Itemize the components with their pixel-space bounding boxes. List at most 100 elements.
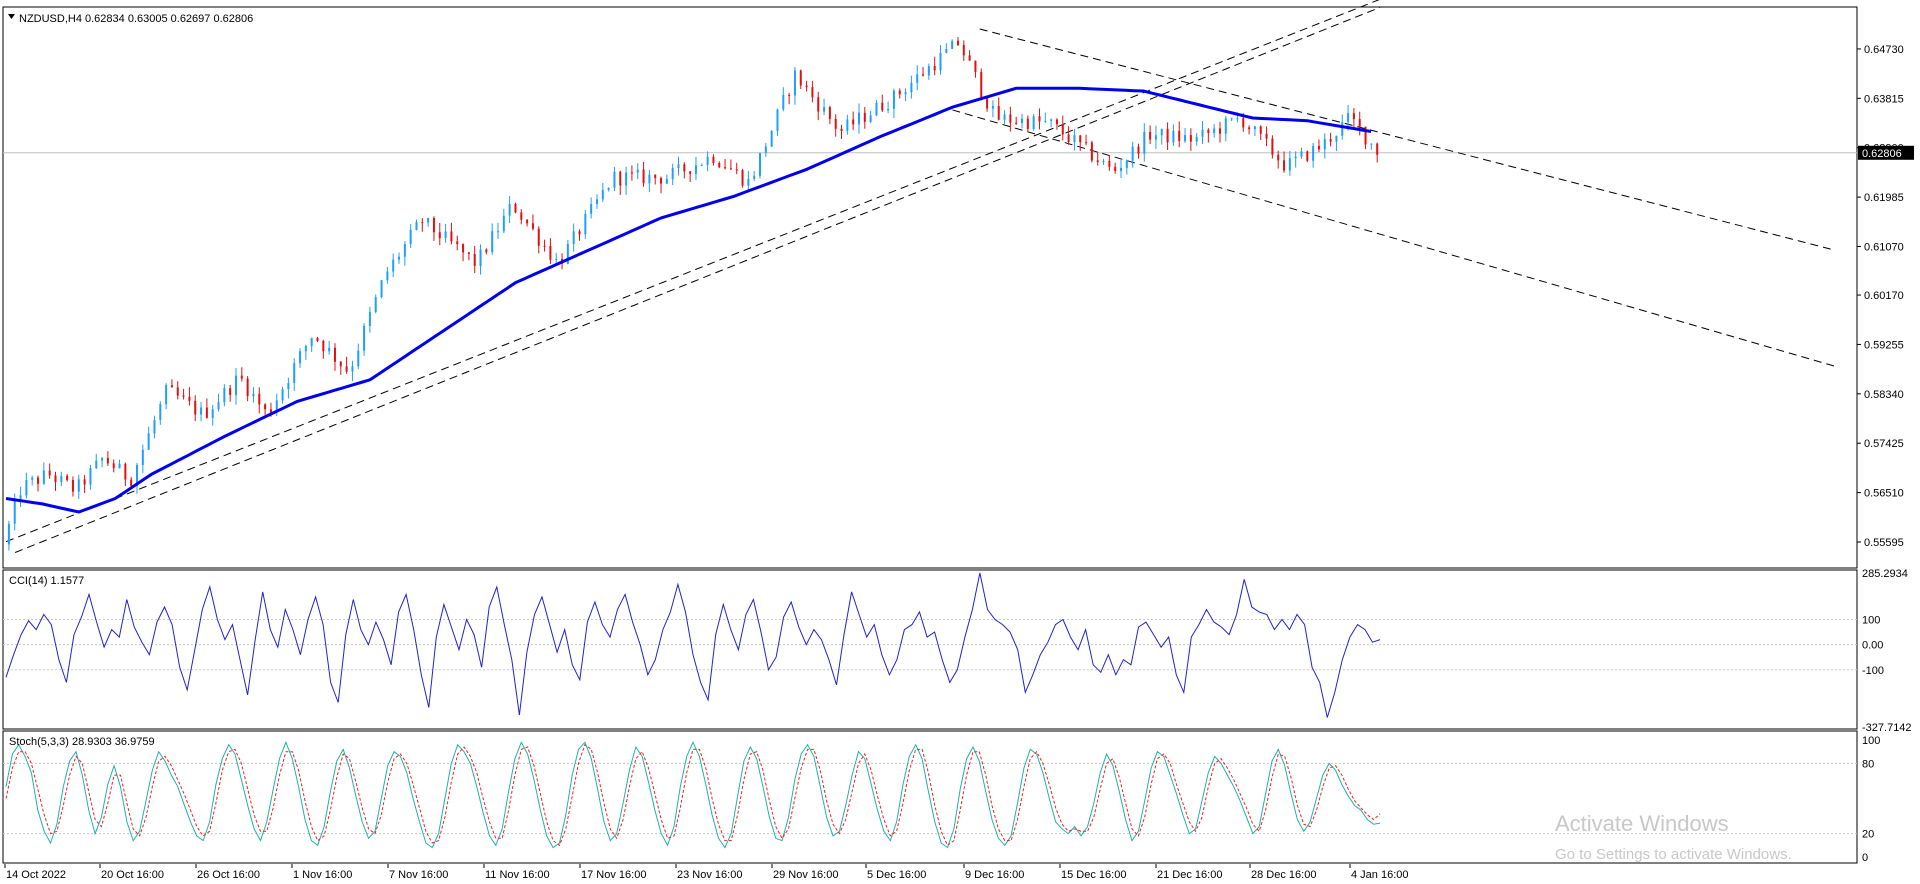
- candle-body: [887, 108, 890, 111]
- candle-body: [462, 244, 465, 253]
- candle-body: [363, 325, 366, 351]
- candle-body: [1283, 160, 1286, 171]
- candle-body: [275, 400, 278, 413]
- candle-body: [246, 378, 249, 397]
- candle-body: [1061, 124, 1064, 135]
- candle-body: [1026, 118, 1029, 129]
- candle-body: [357, 350, 360, 367]
- candle-body: [31, 477, 34, 480]
- candle-body: [1131, 146, 1134, 161]
- candle-body: [1352, 113, 1355, 120]
- candle-body: [1306, 151, 1309, 161]
- trendlines[interactable]: [5, 0, 1836, 553]
- symbol-info: NZDUSD,H4 0.62834 0.63005 0.62697 0.6280…: [19, 13, 253, 25]
- candle-body: [141, 449, 144, 466]
- candle-body: [625, 172, 628, 186]
- candle-body: [1154, 135, 1157, 140]
- candles: [7, 37, 1379, 551]
- candle-body: [1376, 143, 1379, 155]
- watermark-title: Activate Windows: [1555, 811, 1729, 836]
- candle-body: [1021, 118, 1024, 124]
- candle-body: [1003, 114, 1006, 120]
- candle-body: [590, 203, 593, 214]
- candle-body: [386, 271, 389, 281]
- candle-body: [1271, 138, 1274, 155]
- candle-body: [444, 231, 447, 239]
- candle-body: [648, 174, 651, 184]
- candle-body: [1108, 160, 1111, 167]
- stoch-main-line: [5, 740, 1381, 849]
- candle-body: [124, 463, 127, 480]
- candle-body: [857, 112, 860, 125]
- candle-body: [42, 470, 45, 484]
- candle-body: [1265, 133, 1268, 139]
- candle-body: [770, 130, 773, 147]
- candle-body: [351, 366, 354, 372]
- candle-body: [1341, 122, 1344, 136]
- candle-body: [1160, 128, 1163, 136]
- candle-body: [776, 109, 779, 131]
- candle-body: [54, 475, 57, 482]
- price-tick-label: 0.59255: [1864, 339, 1904, 351]
- time-tick-label: 21 Dec 16:00: [1157, 869, 1222, 881]
- candle-body: [1044, 120, 1047, 122]
- candle-body: [1218, 128, 1221, 134]
- watermark-subtitle: Go to Settings to activate Windows.: [1555, 846, 1792, 863]
- candle-body: [1253, 126, 1256, 130]
- candle-body: [712, 156, 715, 164]
- candle-body: [456, 241, 459, 245]
- time-tick-label: 15 Dec 16:00: [1061, 869, 1126, 881]
- trendline[interactable]: [979, 28, 1836, 251]
- candle-body: [572, 231, 575, 244]
- stoch-tick-label: 0: [1862, 852, 1868, 864]
- candle-body: [584, 213, 587, 235]
- cci-axis: 285.2934 100 0.00 -100 -327.7142: [1862, 568, 1912, 734]
- candle-body: [479, 249, 482, 266]
- candle-body: [380, 280, 383, 298]
- time-tick-label: 17 Nov 16:00: [581, 869, 646, 881]
- price-tick-label: 0.58340: [1864, 389, 1904, 401]
- candle-body: [630, 172, 633, 174]
- cci-tick-label: 285.2934: [1862, 568, 1908, 580]
- candle-body: [60, 475, 63, 482]
- time-tick-label: 20 Oct 16:00: [101, 869, 164, 881]
- time-tick-label: 1 Nov 16:00: [293, 869, 352, 881]
- price-pane: NZDUSD,H4 0.62834 0.63005 0.62697 0.6280…: [2, 0, 1914, 569]
- candle-body: [1102, 160, 1105, 163]
- candle-body: [398, 256, 401, 260]
- candle-body: [392, 259, 395, 272]
- candle-body: [677, 164, 680, 169]
- candle-body: [48, 470, 51, 476]
- candle-body: [683, 164, 686, 172]
- trendline[interactable]: [952, 109, 1836, 367]
- candle-body: [1358, 119, 1361, 127]
- candle-body: [543, 245, 546, 247]
- candle-body: [793, 70, 796, 96]
- time-axis: 14 Oct 2022 20 Oct 16:00 26 Oct 16:00 1 Nov…: [4, 864, 1409, 881]
- candle-body: [811, 87, 814, 98]
- price-axis: 0.647300.638150.629000.619850.610700.601…: [1857, 44, 1904, 549]
- time-tick-label: 7 Nov 16:00: [389, 869, 448, 881]
- candle-body: [729, 168, 732, 170]
- cci-line: [5, 572, 1381, 718]
- candle-body: [1323, 139, 1326, 150]
- candle-body: [939, 52, 942, 71]
- candle-body: [374, 297, 377, 312]
- candle-body: [1248, 127, 1251, 130]
- candle-body: [1096, 160, 1099, 163]
- current-price-tag: [1858, 145, 1914, 160]
- candle-body: [1038, 116, 1041, 122]
- trendline[interactable]: [14, 6, 1381, 553]
- candle-body: [240, 375, 243, 379]
- price-tick-label: 0.60170: [1864, 290, 1904, 302]
- time-tick-label: 28 Dec 16:00: [1251, 869, 1316, 881]
- candle-body: [147, 433, 150, 450]
- candle-body: [269, 409, 272, 413]
- candle-body: [817, 97, 820, 112]
- price-pane-frame: [2, 6, 1858, 569]
- price-tick-label: 0.63815: [1864, 93, 1904, 105]
- candle-body: [118, 463, 121, 469]
- candle-body: [7, 523, 10, 545]
- dropdown-triangle-icon[interactable]: [8, 14, 15, 19]
